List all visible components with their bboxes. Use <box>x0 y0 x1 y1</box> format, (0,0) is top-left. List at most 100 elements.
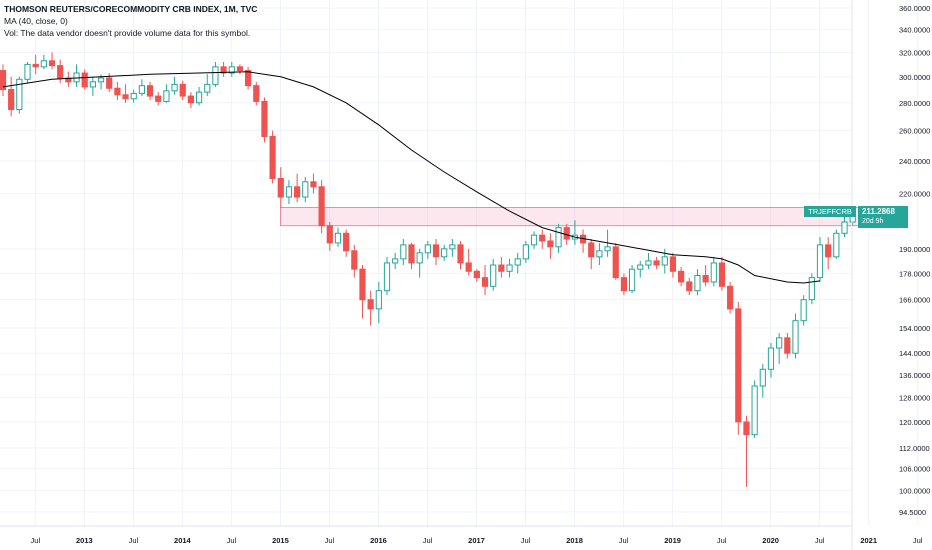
candle-body <box>718 262 726 287</box>
candle-body <box>530 234 538 246</box>
y-tick-label: 166.0000 <box>899 296 930 305</box>
candle-body <box>57 65 64 79</box>
x-tick-label: Jul <box>31 536 41 545</box>
candle-body <box>138 85 145 94</box>
candle-body <box>32 63 39 68</box>
candle-body <box>563 227 570 240</box>
candle-body <box>228 66 235 74</box>
candle-body <box>620 277 628 292</box>
candle-body <box>449 244 456 250</box>
legend-title: THOMSON REUTERS/CORECOMMODITY CRB INDEX,… <box>4 4 258 14</box>
y-tick-label: 320.0000 <box>899 48 930 57</box>
candle-body <box>825 244 832 258</box>
candle-body <box>261 100 268 138</box>
x-axis: Jul 2013 Jul 2014 Jul 2015 Jul 2016 Jul 2017 Jul 20… <box>31 536 923 545</box>
y-tick-label: 100.0000 <box>899 487 930 496</box>
candle-body <box>236 66 244 72</box>
candles <box>0 52 856 487</box>
x-tick-label: Jul <box>619 536 629 545</box>
candle-body <box>285 186 293 198</box>
y-tick-label: 106.0000 <box>899 465 930 474</box>
y-tick-label: 280.0000 <box>899 99 930 108</box>
candle-body <box>596 250 603 258</box>
y-tick-label: 260.0000 <box>899 127 930 136</box>
y-tick-label: 154.0000 <box>899 324 930 333</box>
candle-body <box>187 95 195 104</box>
x-tick-label: 2018 <box>566 536 583 545</box>
candle-body <box>220 66 227 74</box>
candle-body <box>522 244 529 260</box>
y-tick-label: 190.0000 <box>899 245 930 254</box>
y-tick-label: 360.0000 <box>899 4 930 13</box>
candle-body <box>694 275 701 292</box>
y-tick-label: 94.5000 <box>899 508 926 517</box>
candle-body <box>628 268 636 292</box>
candle-body <box>800 299 807 322</box>
candle-body <box>678 270 685 283</box>
candle-body <box>547 240 554 248</box>
price-tag-symbol: TRJEFFCRB <box>804 206 856 217</box>
candle-body <box>841 221 848 234</box>
candle-body <box>351 250 358 270</box>
candle-body <box>392 258 399 264</box>
candle-body <box>776 337 783 349</box>
candle-body <box>48 60 56 67</box>
candle-body <box>334 232 342 244</box>
candle-body <box>792 320 799 354</box>
candle-body <box>114 87 121 96</box>
candle-body <box>40 60 47 68</box>
x-tick-label: 2014 <box>174 536 192 545</box>
candle-body <box>833 232 840 258</box>
candle-body <box>195 91 203 104</box>
candle-body <box>326 225 333 244</box>
candle-body <box>343 232 350 252</box>
y-tick-label: 120.0000 <box>899 418 930 427</box>
y-tick-label: 340.0000 <box>899 26 930 35</box>
candle-body <box>645 260 652 266</box>
candle-body <box>669 256 677 272</box>
candle-body <box>106 77 113 89</box>
x-tick-label: 2016 <box>370 536 387 545</box>
candle-body <box>751 385 758 436</box>
x-tick-label: Jul <box>521 536 531 545</box>
candle-body <box>514 258 521 266</box>
candle-body <box>179 83 186 97</box>
x-tick-label: 2019 <box>664 536 681 545</box>
candle-body <box>294 186 301 198</box>
candle-body <box>155 95 162 102</box>
resistance-zone <box>280 207 874 227</box>
candle-body <box>302 181 309 198</box>
candle-body <box>277 177 284 198</box>
y-axis: 360.0000 340.0000 320.0000 300.0000 280.0000… <box>899 4 930 517</box>
candle-body <box>604 246 611 252</box>
candle-body <box>473 270 480 279</box>
y-tick-label: 220.0000 <box>899 190 930 199</box>
price-tag-countdown: 20d 9h <box>862 218 884 225</box>
candle-body <box>465 262 472 272</box>
candle-body <box>637 264 644 270</box>
y-tick-label: 178.0000 <box>899 269 930 278</box>
x-tick-label: Jul <box>423 536 433 545</box>
candle-body <box>408 244 415 264</box>
x-tick-label: Jul <box>913 536 923 545</box>
candle-body <box>146 85 154 97</box>
candle-body <box>122 94 129 100</box>
candle-body <box>171 83 178 92</box>
candle-body <box>759 368 766 387</box>
candle-body <box>0 70 7 91</box>
candle-body <box>481 277 489 287</box>
candle-body <box>130 92 137 100</box>
candle-body <box>441 248 448 258</box>
y-tick-label: 144.0000 <box>899 349 930 358</box>
candle-body <box>318 186 325 227</box>
candle-body <box>89 81 96 88</box>
x-tick-label: Jul <box>129 536 139 545</box>
grid-lines <box>0 0 919 526</box>
candle-body <box>269 136 276 179</box>
candle-body <box>163 90 170 102</box>
ma-line <box>2 71 821 284</box>
legend-ma: MA (40, close, 0) <box>4 16 68 26</box>
x-tick-label: 2017 <box>468 536 485 545</box>
candle-body <box>400 244 407 260</box>
